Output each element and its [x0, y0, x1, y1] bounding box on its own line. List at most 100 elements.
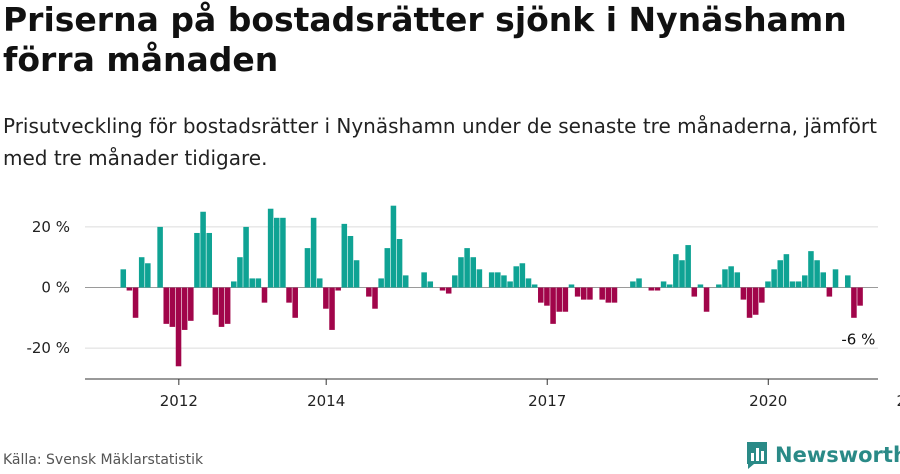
bar: [759, 287, 765, 303]
bar: [599, 287, 605, 300]
bar: [126, 287, 133, 291]
bar: [654, 287, 661, 291]
bar: [513, 266, 519, 288]
x-axis-ticks: 2012 2014 2017 2020 2022: [160, 379, 900, 410]
bar: [728, 266, 734, 288]
bar: [574, 287, 581, 297]
bar: [243, 226, 249, 288]
bar: [390, 205, 397, 288]
bar: [329, 287, 335, 330]
bar: [286, 287, 292, 303]
x-tick-label: 2022: [897, 392, 900, 410]
bar: [851, 287, 857, 318]
bar: [660, 281, 667, 288]
bar: [464, 248, 470, 288]
bar: [452, 275, 458, 288]
bar: [445, 287, 452, 294]
bar: [316, 278, 323, 288]
bar: [611, 287, 618, 303]
bar: [237, 257, 243, 288]
source-note: Källa: Svensk Mäklarstatistik: [3, 452, 204, 468]
bar: [212, 287, 219, 315]
bar: [224, 287, 231, 324]
bar: [519, 263, 526, 288]
bar: [280, 217, 286, 288]
bar: [544, 287, 550, 306]
brand-logo: Newsworthy: [745, 440, 900, 470]
bar: [384, 248, 391, 288]
bar: [525, 278, 532, 288]
bar: [274, 217, 280, 288]
bar: [777, 260, 784, 288]
y-tick-label: -20 %: [26, 339, 70, 357]
bar: [826, 287, 833, 297]
bar: [439, 287, 446, 291]
bar: [347, 235, 354, 288]
bar: [832, 269, 839, 288]
x-tick-label: 2014: [307, 392, 345, 410]
bar: [783, 254, 790, 288]
bar: [402, 275, 409, 288]
bar: [255, 278, 262, 288]
bar: [507, 281, 513, 288]
bar: [568, 284, 575, 288]
bar: [673, 254, 679, 288]
bar: [808, 251, 814, 288]
bar: [605, 287, 612, 303]
annotation-group: -6 %: [841, 331, 875, 349]
bar: [820, 272, 826, 288]
bar: [495, 272, 501, 288]
newsworthy-bar-chart-icon: [747, 442, 767, 469]
bar: [587, 287, 593, 300]
y-tick-label: 20 %: [32, 218, 70, 236]
bar: [292, 287, 298, 318]
bar: [845, 275, 851, 288]
bar: [814, 260, 820, 288]
bar: [458, 257, 464, 288]
chart-title: Priserna på bostadsrätter sjönk i Nynäsh…: [3, 0, 847, 79]
bar: [372, 287, 378, 309]
bar: [679, 260, 685, 288]
bar: [795, 281, 802, 288]
bar: [488, 272, 495, 288]
chart-subtitle: Prisutveckling för bostadsrätter i Nynäs…: [3, 114, 877, 170]
y-axis-labels: 20 % 0 % -20 %: [26, 218, 70, 357]
bar: [267, 208, 274, 288]
bar: [341, 223, 348, 288]
bar: [746, 287, 753, 318]
bar: [353, 260, 360, 288]
bar: [132, 287, 139, 318]
bar: [181, 287, 188, 330]
bar: [531, 284, 538, 288]
bar: [789, 281, 796, 288]
bar: [163, 287, 170, 324]
bar: [335, 287, 341, 291]
bar: [666, 284, 673, 288]
x-tick-label: 2020: [749, 392, 787, 410]
bar: [310, 217, 317, 288]
bar: [261, 287, 268, 303]
bar: [636, 278, 642, 288]
bar: [556, 287, 562, 312]
bar: [304, 248, 311, 288]
bar: [550, 287, 556, 324]
bar: [200, 211, 206, 288]
bar: [120, 269, 127, 288]
bar: [857, 287, 863, 306]
last-value-annotation: -6 %: [841, 331, 875, 349]
bar: [188, 287, 194, 321]
bar: [501, 275, 507, 288]
bar: [771, 269, 777, 288]
bar: [697, 284, 704, 288]
bar: [366, 287, 372, 297]
brand-name: Newsworthy: [775, 443, 900, 467]
bar: [562, 287, 569, 312]
bar: [421, 272, 427, 288]
x-tick-label: 2017: [528, 392, 566, 410]
bar: [206, 232, 212, 288]
bar: [145, 263, 151, 288]
bar: [740, 287, 747, 300]
bar: [765, 281, 771, 288]
y-tick-label: 0 %: [41, 279, 70, 297]
bar: [703, 287, 710, 312]
